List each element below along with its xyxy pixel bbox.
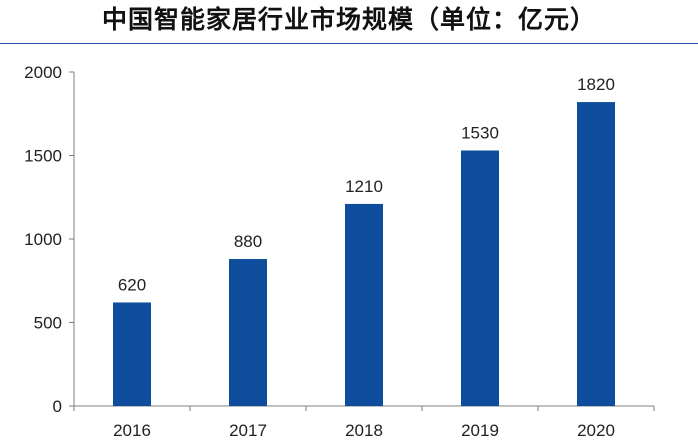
y-tick-label: 0 [53, 397, 62, 416]
data-label-2020: 1820 [577, 75, 615, 94]
title-divider [0, 43, 698, 44]
x-tick-label: 2018 [345, 421, 383, 440]
bar-2016 [113, 302, 151, 406]
data-label-2016: 620 [118, 275, 146, 294]
y-tick-label: 1000 [24, 230, 62, 249]
x-axis-ticks: 2016 2017 2018 2019 2020 [73, 406, 655, 440]
y-tick-label: 1500 [24, 147, 62, 166]
data-label-2018: 1210 [345, 177, 383, 196]
bar-2017 [229, 259, 267, 406]
data-label-2017: 880 [234, 232, 262, 251]
data-label-2019: 1530 [461, 123, 499, 142]
y-tick-label: 2000 [24, 63, 62, 82]
x-tick-label: 2016 [113, 421, 151, 440]
data-labels: 620 880 1210 1530 1820 [118, 75, 615, 294]
bars [113, 102, 615, 406]
bar-2018 [345, 203, 383, 406]
bar-2019 [461, 150, 499, 406]
x-tick-label: 2020 [577, 421, 615, 440]
x-tick-label: 2019 [461, 421, 499, 440]
bar-2020 [577, 102, 615, 406]
chart-title: 中国智能家居行业市场规模（单位：亿元） [101, 5, 596, 34]
x-tick-label: 2017 [229, 421, 267, 440]
y-axis-ticks: 0 500 1000 1500 2000 [24, 63, 74, 416]
y-tick-label: 500 [34, 314, 62, 333]
